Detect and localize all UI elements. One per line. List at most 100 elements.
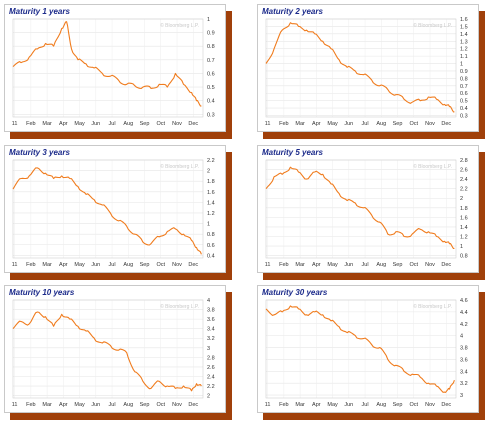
x-tick-label: Sep — [393, 262, 403, 268]
y-tick-label: 2.8 — [460, 158, 468, 164]
y-tick-label: 2.4 — [460, 177, 468, 183]
chart-card: Maturity 2 years 0.3 0.4 0.5 0.6 0.7 0.8 0.9 1 1.… — [257, 4, 479, 132]
x-tick-label: Jul — [362, 402, 369, 408]
y-tick-label: 1 — [460, 62, 463, 68]
line-chart: 0.8 1 1.2 1.4 1.6 1.8 2 2.2 2.4 2.6 2.8 11 Feb Mar Apr… — [265, 158, 468, 268]
chart-card: Maturity 30 years 3 3.2 3.4 3.6 3.8 4 4.2 4.4 4.6… — [257, 285, 479, 413]
watermark: © Bloomberg L.P. — [413, 22, 452, 29]
x-tick-label: Oct — [409, 262, 418, 268]
x-tick-label: Apr — [59, 402, 68, 408]
series-line — [12, 167, 202, 255]
y-tick-label: 1 — [207, 17, 210, 23]
chart-card: Maturity 1 years 0.3 0.4 0.5 0.6 0.7 0.8 0.9 1 11… — [4, 4, 226, 132]
x-tick-label: May — [327, 262, 338, 268]
x-tick-label: Nov — [172, 262, 182, 268]
y-tick-label: 4 — [460, 334, 463, 340]
x-tick-label: 11 — [265, 121, 271, 127]
x-tick-label: Aug — [123, 262, 133, 268]
x-tick-label: Dec — [188, 121, 198, 127]
y-tick-label: 2 — [460, 196, 463, 202]
x-tick-label: Feb — [26, 402, 35, 408]
y-tick-label: 3 — [207, 346, 210, 352]
y-tick-label: 2.2 — [207, 158, 215, 164]
plot-frame — [12, 299, 204, 399]
y-tick-label: 3.6 — [460, 357, 468, 363]
x-tick-label: May — [74, 121, 85, 127]
x-tick-label: Aug — [376, 262, 386, 268]
line-chart: 0.4 0.6 0.8 1 1.2 1.4 1.6 1.8 2 2.2 11 Feb Mar Apr May… — [12, 158, 215, 268]
x-tick-label: Feb — [279, 402, 288, 408]
series-line — [12, 21, 202, 107]
y-tick-label: 1.2 — [460, 47, 468, 53]
y-tick-label: 0.5 — [460, 99, 468, 105]
x-tick-label: 11 — [12, 121, 18, 127]
x-tick-label: 11 — [265, 262, 271, 268]
x-tick-label: Aug — [376, 121, 386, 127]
x-tick-label: Mar — [295, 402, 305, 408]
y-tick-label: 3.4 — [207, 327, 215, 333]
y-tick-label: 4.2 — [460, 322, 468, 328]
x-tick-label: Oct — [156, 121, 165, 127]
y-tick-label: 0.8 — [460, 76, 468, 82]
x-tick-label: Dec — [188, 262, 198, 268]
plot-frame — [12, 18, 204, 118]
x-tick-label: Jun — [344, 121, 353, 127]
y-tick-label: 1.6 — [460, 215, 468, 221]
y-tick-label: 3.2 — [460, 381, 468, 387]
x-tick-label: Jul — [109, 402, 116, 408]
y-tick-label: 0.7 — [460, 84, 468, 90]
y-tick-label: 4.6 — [460, 298, 468, 304]
x-tick-label: Feb — [26, 121, 35, 127]
chart-panel: Maturity 10 years 2 2.2 2.4 2.6 2.8 3 3.2 3.4 3.6… — [4, 285, 232, 420]
x-tick-label: Mar — [42, 121, 52, 127]
x-tick-label: Mar — [42, 402, 52, 408]
x-tick-label: Jun — [344, 402, 353, 408]
x-tick-label: Jun — [91, 402, 100, 408]
x-tick-label: Aug — [376, 402, 386, 408]
x-tick-label: Nov — [425, 402, 435, 408]
x-tick-label: Oct — [409, 121, 418, 127]
x-tick-label: May — [74, 402, 85, 408]
x-tick-label: Mar — [295, 121, 305, 127]
x-tick-label: Jun — [91, 121, 100, 127]
y-tick-label: 1.4 — [460, 225, 468, 231]
x-tick-label: Jul — [109, 262, 116, 268]
y-tick-label: 3.6 — [207, 317, 215, 323]
x-tick-label: Oct — [156, 262, 165, 268]
chart-panel: Maturity 5 years 0.8 1 1.2 1.4 1.6 1.8 2 2.2 2.4 2… — [257, 145, 485, 280]
x-tick-label: May — [74, 262, 85, 268]
watermark: © Bloomberg L.P. — [160, 303, 199, 310]
series-line — [12, 311, 202, 392]
plot-frame — [265, 159, 457, 259]
x-tick-label: Nov — [172, 402, 182, 408]
y-tick-label: 1.8 — [207, 179, 215, 185]
x-tick-label: Feb — [26, 262, 35, 268]
y-tick-label: 2.2 — [460, 187, 468, 193]
chart-title: Maturity 30 years — [262, 288, 328, 297]
x-tick-label: 11 — [12, 402, 18, 408]
chart-card: Maturity 10 years 2 2.2 2.4 2.6 2.8 3 3.2 3.4 3.6… — [4, 285, 226, 413]
x-tick-label: Sep — [140, 262, 150, 268]
y-tick-label: 0.9 — [207, 31, 215, 37]
y-tick-label: 0.4 — [207, 99, 215, 105]
y-tick-label: 4.4 — [460, 310, 468, 316]
chart-title: Maturity 2 years — [262, 7, 323, 16]
y-tick-label: 0.6 — [207, 243, 215, 249]
y-tick-label: 0.8 — [207, 44, 215, 50]
y-tick-label: 3.8 — [460, 346, 468, 352]
x-tick-label: Mar — [42, 262, 52, 268]
chart-title: Maturity 10 years — [9, 288, 75, 297]
y-tick-label: 0.7 — [207, 58, 215, 64]
x-tick-label: Sep — [140, 402, 150, 408]
y-tick-label: 1.6 — [460, 17, 468, 23]
y-tick-label: 0.6 — [460, 91, 468, 97]
plot-frame — [12, 159, 204, 259]
x-tick-label: Nov — [172, 121, 182, 127]
y-tick-label: 0.5 — [207, 85, 215, 91]
y-tick-label: 2.4 — [207, 374, 215, 380]
line-chart: 0.3 0.40.5 0.60.7 0.80.91 1.11.2 1.31.4 1.51.6… — [265, 17, 468, 127]
x-tick-label: Jul — [109, 121, 116, 127]
chart-panel: Maturity 2 years 0.3 0.4 0.5 0.6 0.7 0.8 0.9 1 1.… — [257, 4, 485, 139]
y-tick-label: 3 — [460, 393, 463, 399]
